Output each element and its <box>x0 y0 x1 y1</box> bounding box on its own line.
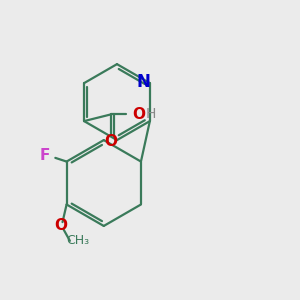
Text: O: O <box>133 107 146 122</box>
Text: O: O <box>104 134 117 149</box>
Text: H: H <box>146 107 156 122</box>
Text: O: O <box>55 218 68 233</box>
Text: N: N <box>137 73 151 91</box>
Text: F: F <box>40 148 50 163</box>
Text: CH₃: CH₃ <box>67 234 90 247</box>
